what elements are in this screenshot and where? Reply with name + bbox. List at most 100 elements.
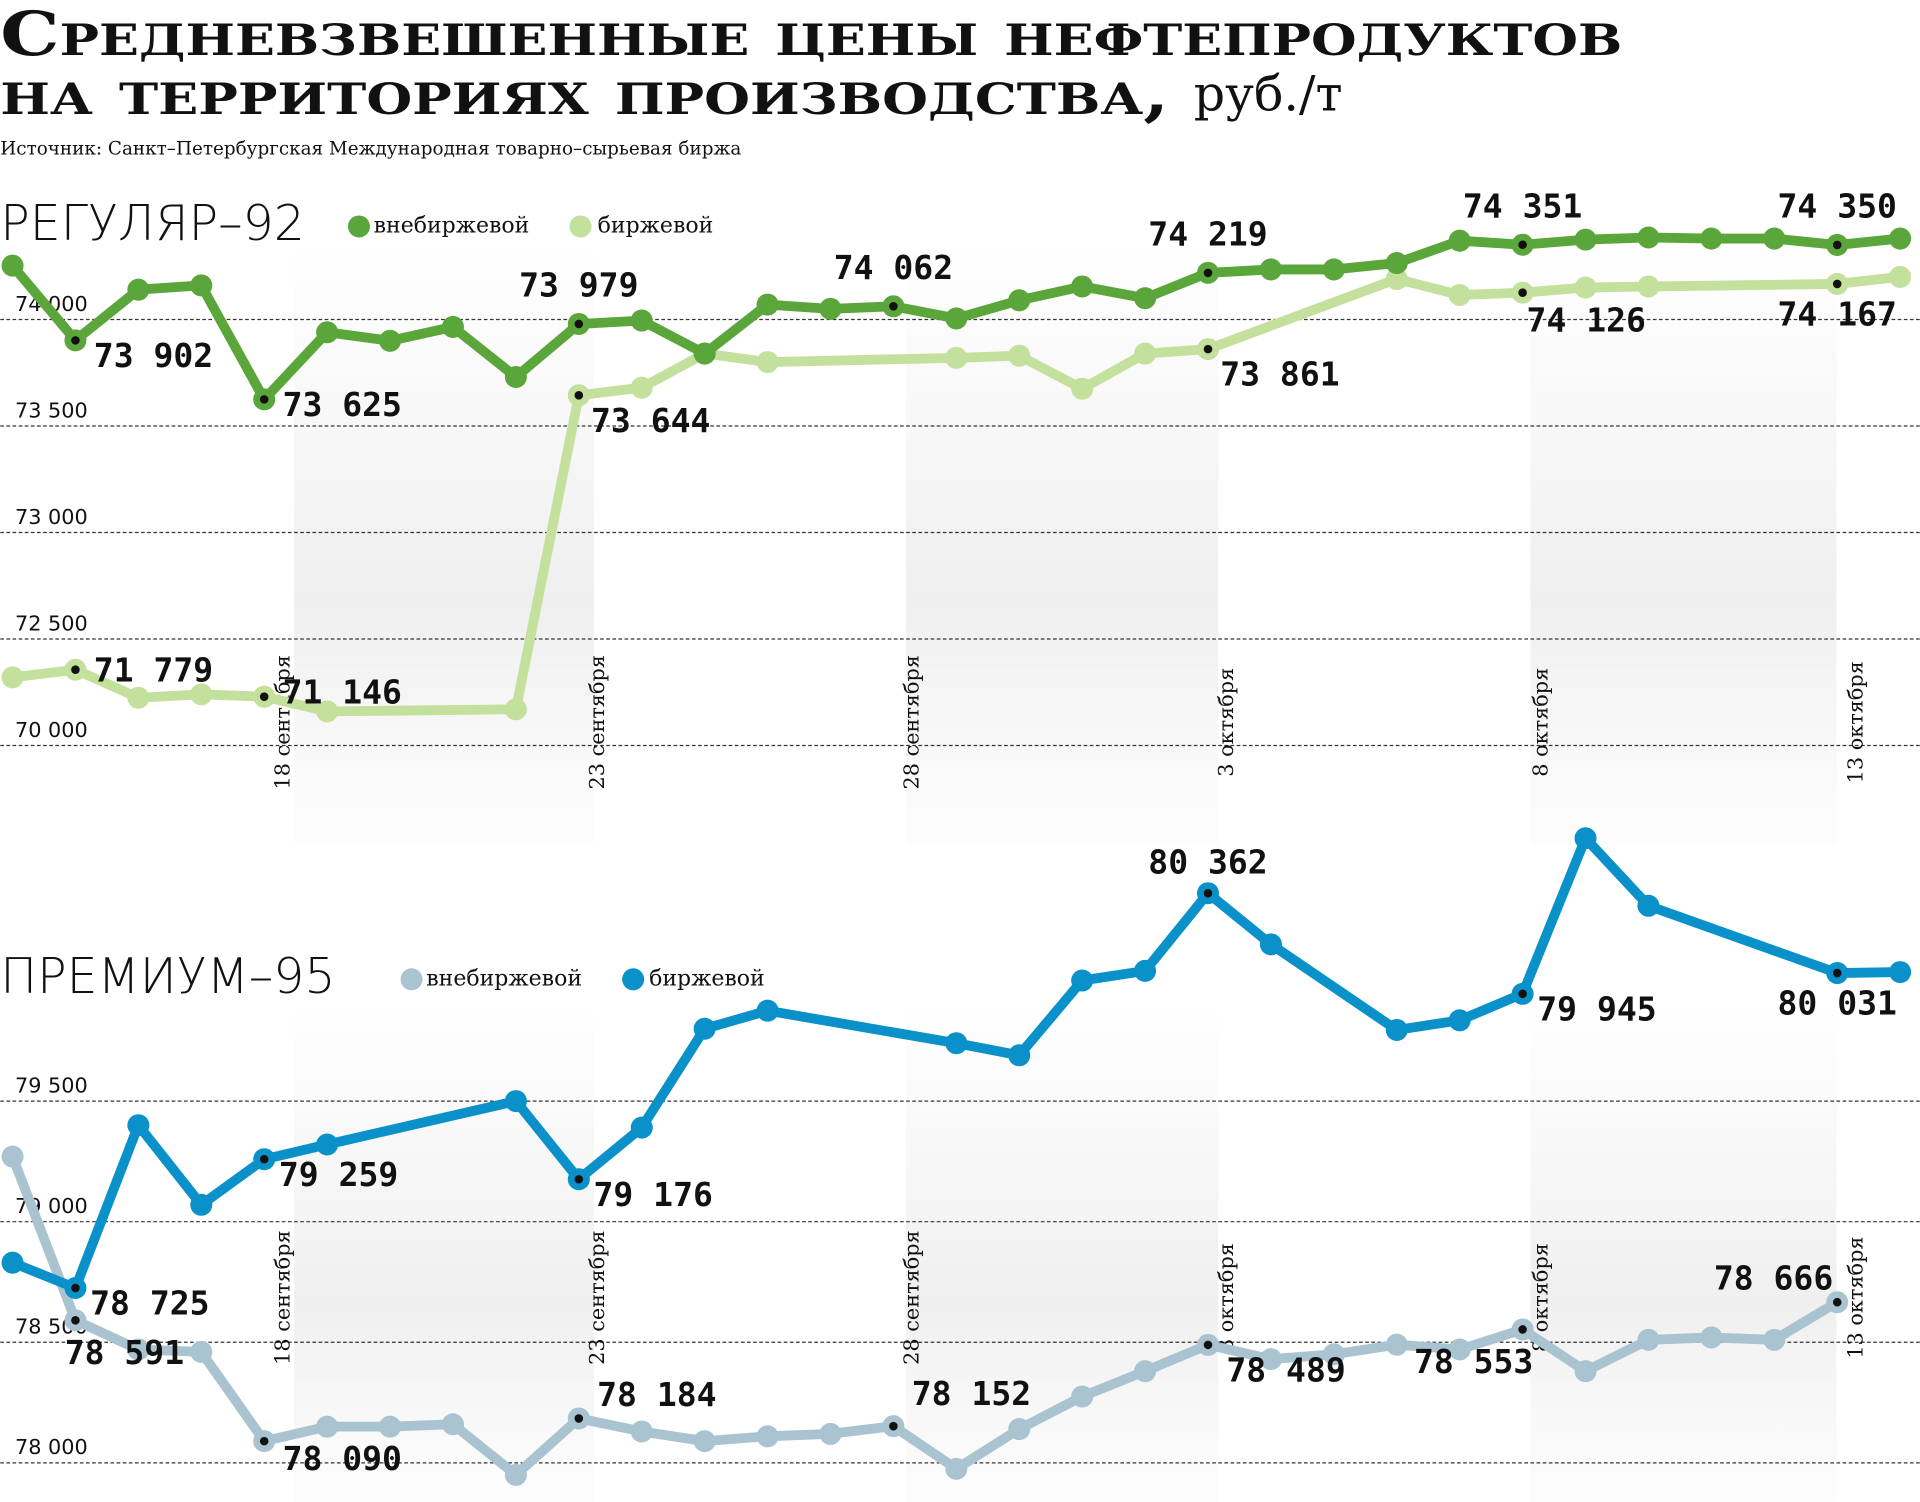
point [1071, 275, 1094, 298]
point [379, 1415, 402, 1438]
point [819, 1422, 842, 1445]
line-segment [1140, 267, 1213, 304]
line-segment [1769, 1297, 1843, 1345]
data-label: 74 167 [1778, 294, 1897, 333]
line-segment [448, 322, 521, 382]
title-line: на территориях производства, [0, 58, 1169, 129]
point [945, 1032, 968, 1055]
point [1448, 1338, 1471, 1361]
line-segment [1517, 833, 1591, 999]
point [756, 351, 779, 374]
line-segment [1014, 975, 1088, 1061]
legend-label: внебиржевой [374, 213, 530, 238]
point [1259, 258, 1282, 281]
data-label: 78 725 [90, 1284, 209, 1323]
data-label: 74 219 [1148, 215, 1267, 254]
legend-swatch [400, 968, 423, 991]
point [756, 999, 779, 1022]
label-dot [574, 1174, 584, 1184]
line-segment [1454, 988, 1528, 1026]
point [1574, 228, 1597, 251]
line-segment [510, 1096, 584, 1185]
point [1889, 265, 1912, 288]
line-segment [1014, 1391, 1088, 1434]
data-label: 73 644 [591, 401, 710, 440]
point [945, 1457, 968, 1480]
line-segment [1643, 900, 1843, 978]
point [1448, 1009, 1471, 1032]
point [1889, 227, 1912, 250]
y-tick-label: 73 000 [15, 505, 88, 529]
point [1385, 252, 1408, 275]
y-tick-label: 78 000 [15, 1435, 88, 1459]
line-segment [762, 1005, 962, 1049]
point [1259, 933, 1282, 956]
line-segment [573, 1122, 647, 1185]
data-label: 78 591 [65, 1333, 184, 1372]
point [630, 376, 653, 399]
label-dot [1832, 968, 1842, 978]
x-tick-label: 23 сентября [585, 1230, 609, 1364]
label-dot [574, 319, 584, 329]
data-label: 78 666 [1714, 1259, 1833, 1298]
legend-label: биржевой [598, 213, 714, 238]
line-segment [510, 390, 584, 715]
point [127, 1338, 150, 1361]
point [1071, 377, 1094, 400]
point [190, 1340, 213, 1363]
point [1071, 969, 1094, 992]
point [504, 1090, 527, 1113]
label-dot [71, 1316, 80, 1325]
point [1134, 342, 1157, 365]
data-label: 73 625 [283, 385, 402, 424]
point [1637, 1328, 1660, 1351]
data-label: 79 259 [279, 1155, 398, 1194]
data-label: 78 184 [597, 1375, 716, 1414]
data-label: 71 146 [283, 673, 402, 712]
point [1322, 258, 1345, 281]
data-label: 73 861 [1220, 355, 1339, 394]
chart-title: ПРЕМИУМ–95 [0, 948, 335, 1005]
label-dot [1203, 888, 1213, 898]
point [1448, 229, 1471, 252]
point [756, 293, 779, 316]
label-dot [71, 665, 80, 674]
point [945, 307, 968, 330]
line-segment [322, 1096, 521, 1150]
data-label: 78 090 [283, 1439, 402, 1478]
data-label: 79 945 [1537, 989, 1656, 1028]
source: Источник: Санкт–Петербургская Международ… [0, 138, 741, 159]
line-segment [1580, 833, 1654, 911]
x-tick-label: 3 октября [1214, 1243, 1238, 1352]
point [127, 686, 150, 709]
line-segment [70, 664, 144, 703]
data-label: 71 779 [94, 651, 213, 690]
line-segment [70, 1315, 144, 1355]
point [504, 1463, 527, 1486]
point [1008, 344, 1031, 367]
y-tick-label: 72 500 [15, 611, 88, 635]
data-label: 80 362 [1148, 842, 1267, 881]
point [1574, 276, 1597, 299]
point [316, 700, 339, 723]
point [1134, 1360, 1157, 1383]
title-line: Средневзвешенные цены нефтепродуктов [0, 0, 1622, 70]
x-tick-label: 28 сентября [899, 1230, 923, 1364]
label-dot [71, 1283, 80, 1293]
point [316, 1415, 339, 1438]
point [1763, 1328, 1786, 1351]
line-segment [133, 1120, 207, 1210]
point [1008, 289, 1031, 312]
data-label: 73 979 [519, 266, 638, 305]
label-dot [1518, 1325, 1527, 1334]
point [1700, 227, 1723, 250]
label-dot [259, 692, 269, 701]
point [1385, 1333, 1408, 1356]
point [1637, 894, 1660, 917]
point [1637, 275, 1660, 298]
line-segment [1203, 888, 1276, 950]
point [190, 274, 213, 297]
line-segment [1140, 888, 1213, 976]
point [1, 1145, 24, 1168]
line-segment [196, 1347, 270, 1447]
